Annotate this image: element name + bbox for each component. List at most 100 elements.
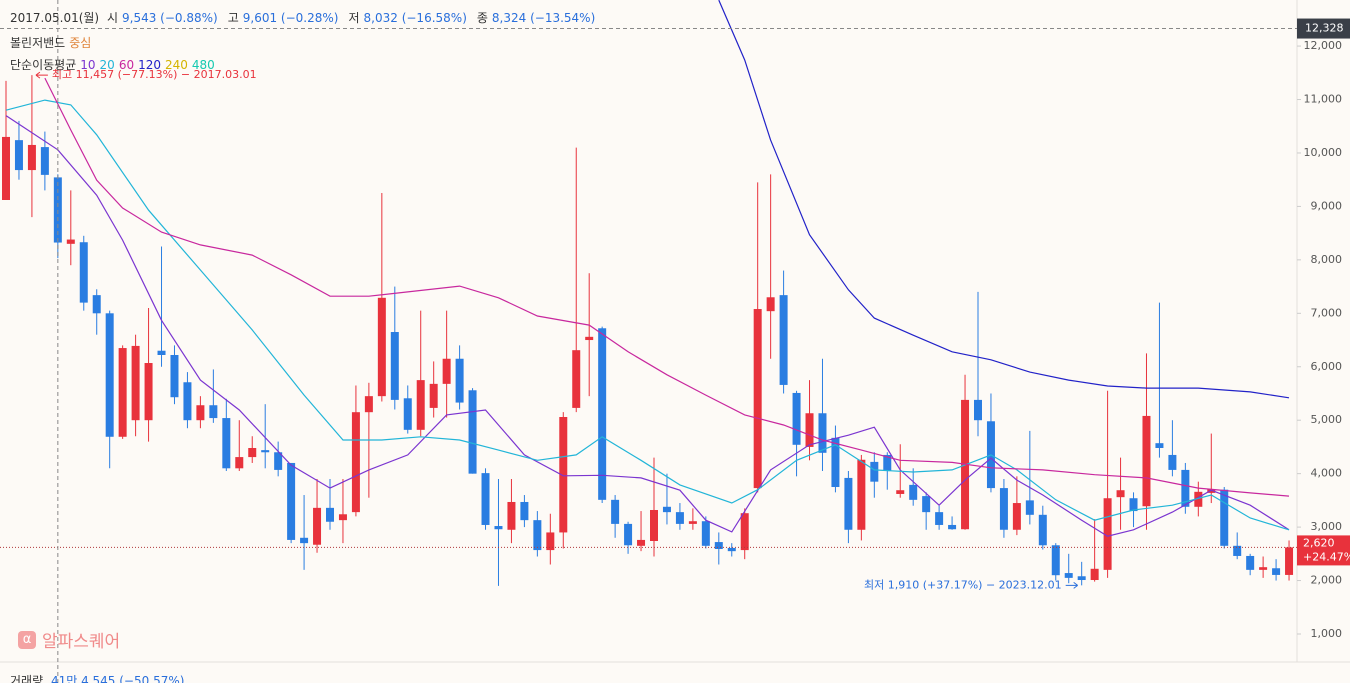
candle-body	[805, 413, 814, 447]
candle-body	[598, 328, 607, 500]
candle-body	[585, 336, 594, 341]
candle-body	[520, 501, 529, 521]
date: 2017.05.01(월)	[10, 11, 100, 25]
candle-body	[714, 542, 723, 550]
candle-body	[1012, 503, 1021, 530]
candle-body	[53, 177, 62, 243]
candle-body	[675, 512, 684, 524]
candle-body	[1025, 500, 1034, 515]
candle-body	[1077, 576, 1086, 581]
candle-body	[1181, 469, 1190, 507]
candle-body	[468, 390, 477, 474]
candle-body	[403, 398, 412, 430]
candle-body	[974, 399, 982, 421]
ohlc-label: 시	[106, 11, 118, 25]
candle-body	[79, 242, 88, 303]
candle-body	[170, 354, 179, 398]
candle-body	[27, 144, 36, 171]
y-tick-label: 12,000	[1304, 39, 1343, 52]
candle-body	[844, 477, 853, 530]
ohlc-header: 2017.05.01(월) 시 9,543 (−0.88%) 고 9,601 (−0.…	[10, 9, 609, 26]
candle-body	[766, 297, 775, 312]
candle-body	[248, 447, 257, 458]
candle-body	[351, 412, 360, 513]
candle-body	[209, 405, 218, 419]
candle-body	[1168, 454, 1177, 470]
candle-body	[883, 454, 892, 471]
candle-body	[40, 147, 49, 175]
candle-body	[494, 526, 503, 530]
candle-body	[792, 392, 801, 445]
y-tick-label: 6,000	[1311, 360, 1343, 373]
candle-body	[1064, 573, 1073, 578]
price-axis: 1,000 2,000 3,000 4,000 5,000 6,000 7,000 8,000…	[1297, 39, 1342, 640]
crosshair-tag	[1297, 18, 1350, 39]
candle-body	[261, 450, 270, 453]
candle-body	[507, 501, 516, 530]
y-tick-label: 1,000	[1311, 627, 1343, 640]
ohlc-value: 9,543 (−0.88%)	[122, 11, 218, 25]
candle-body	[870, 461, 879, 482]
candle-body	[1285, 547, 1294, 575]
candle-body	[559, 416, 568, 533]
annotation-high: 최고 11,457 (−77.13%) − 2017.03.01	[52, 68, 257, 81]
candle-body	[131, 345, 140, 421]
candle-body	[364, 396, 373, 413]
y-tick-label: 7,000	[1311, 306, 1343, 319]
y-tick-label: 8,000	[1311, 253, 1343, 266]
candle-body	[313, 507, 322, 545]
bollinger-legend: 볼린저밴드 중심	[10, 34, 95, 51]
candle-body	[896, 490, 905, 494]
candle-body	[831, 437, 840, 488]
legend-entry: 240	[165, 58, 188, 72]
candle-body	[1220, 489, 1229, 546]
candle-body	[533, 520, 542, 551]
candle-body	[274, 452, 283, 470]
candle-body	[196, 405, 205, 421]
y-tick-label: 11,000	[1304, 93, 1343, 106]
candle-body	[727, 547, 736, 552]
candle-body	[611, 499, 620, 524]
legend-entry: 20	[99, 58, 115, 72]
candle-body	[1194, 491, 1203, 507]
candle-body	[326, 507, 334, 522]
candle-body	[66, 239, 75, 244]
legend-entry: 120	[138, 58, 161, 72]
candle-body	[624, 523, 633, 546]
candle-body	[1272, 568, 1281, 575]
candle-body	[572, 350, 581, 408]
watermark-logo: α	[18, 630, 36, 649]
candle-body	[287, 462, 296, 540]
candle-body	[2, 136, 10, 201]
candle-body	[14, 140, 23, 171]
candle-body	[1233, 545, 1242, 556]
volume-header: 거래량 41만 4,545 (−50.57%)	[10, 672, 188, 683]
ma-legend: 단순이동평균 10 20 60 120 240 480	[10, 56, 223, 73]
ma-items: 10 20 60 120 240 480	[80, 58, 219, 72]
ohlc-label: 저	[348, 11, 360, 25]
annotation-arrow	[1065, 581, 1078, 589]
volume-name: 거래량	[10, 674, 44, 683]
candle-body	[701, 521, 710, 546]
candle-body	[377, 297, 386, 397]
candle-body	[442, 358, 451, 384]
candle-body	[637, 539, 646, 546]
y-tick-label: 9,000	[1311, 199, 1343, 212]
candle-body	[662, 506, 671, 513]
candle-body	[1103, 498, 1112, 570]
candle-body	[1155, 443, 1164, 448]
candle-body	[144, 363, 153, 421]
ohlc-value: 8,032 (−16.58%)	[363, 11, 467, 25]
candle-body	[1246, 555, 1255, 570]
volume-text: 41만 4,545 (−50.57%)	[50, 674, 185, 683]
ma-line	[718, 0, 1290, 399]
candle-body	[740, 513, 749, 551]
indicator-sub: 중심	[69, 36, 92, 50]
ma-line	[44, 77, 1290, 497]
watermark-text: 알파스퀘어	[42, 632, 121, 652]
candle-body	[1259, 567, 1268, 570]
last-price-change: +24.47%	[1303, 550, 1350, 563]
ohlc-label: 종	[476, 11, 488, 25]
